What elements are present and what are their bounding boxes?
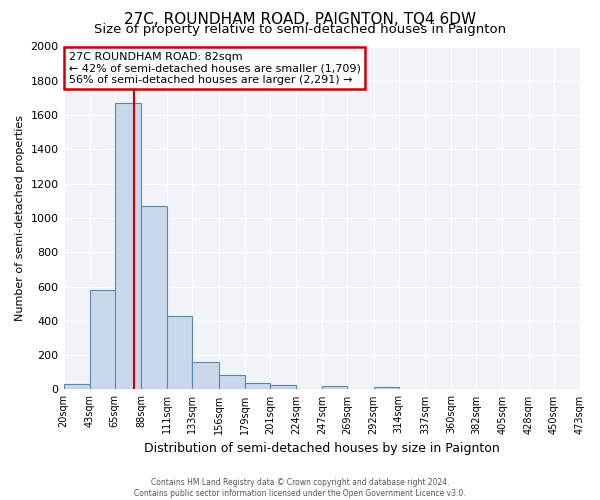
Bar (374, 387, 399, 390)
Bar (64, 384, 90, 390)
Bar (167, 316, 193, 390)
Text: Contains HM Land Registry data © Crown copyright and database right 2024.
Contai: Contains HM Land Registry data © Crown c… (134, 478, 466, 498)
Bar (218, 375, 245, 390)
Bar (90, 290, 115, 390)
Text: 27C, ROUNDHAM ROAD, PAIGNTON, TQ4 6DW: 27C, ROUNDHAM ROAD, PAIGNTON, TQ4 6DW (124, 12, 476, 28)
Text: Size of property relative to semi-detached houses in Paignton: Size of property relative to semi-detach… (94, 22, 506, 36)
X-axis label: Distribution of semi-detached houses by size in Paignton: Distribution of semi-detached houses by … (144, 442, 500, 455)
Bar (115, 103, 141, 390)
Bar (193, 362, 218, 390)
Text: 27C ROUNDHAM ROAD: 82sqm
← 42% of semi-detached houses are smaller (1,709)
56% o: 27C ROUNDHAM ROAD: 82sqm ← 42% of semi-d… (69, 52, 361, 85)
Bar (322, 386, 347, 390)
Bar (245, 384, 270, 390)
Bar (141, 206, 167, 390)
Y-axis label: Number of semi-detached properties: Number of semi-detached properties (15, 115, 25, 321)
Bar (270, 384, 296, 390)
